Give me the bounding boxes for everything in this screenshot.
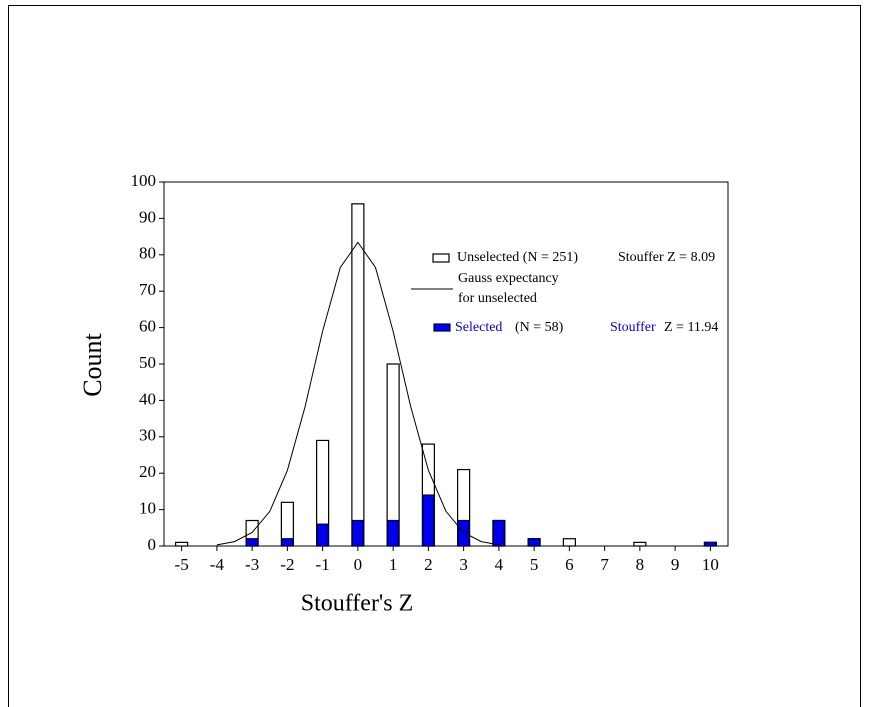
y-tick-label: 20 [139, 462, 156, 481]
x-tick-label: 0 [354, 555, 363, 574]
gauss-curve [216, 241, 499, 546]
legend-label: Unselected (N = 251) [457, 250, 578, 265]
bar [387, 519, 400, 547]
x-tick-label: 10 [702, 555, 719, 574]
legend-stat-name: Stouffer [610, 320, 656, 335]
legend-stat: Stouffer Z = 8.09 [618, 250, 715, 265]
legend-stat: Z = 11.94 [664, 320, 718, 335]
bar [351, 203, 365, 547]
bar [528, 538, 541, 547]
x-tick-label: 7 [600, 555, 609, 574]
x-tick-label: 4 [495, 555, 504, 574]
x-tick-label: -5 [175, 555, 189, 574]
x-tick-label: 5 [530, 555, 539, 574]
legend-label: Gauss expectancy [458, 271, 559, 286]
bar [562, 538, 576, 547]
bar [175, 541, 189, 547]
plot-frame [163, 181, 729, 547]
y-tick-label: 70 [139, 280, 156, 299]
x-tick-label: 6 [565, 555, 574, 574]
x-tick-label: 8 [636, 555, 645, 574]
bar [492, 519, 505, 547]
y-tick-label: 60 [139, 317, 156, 336]
y-tick-label: 80 [139, 244, 156, 263]
x-tick-label: -3 [245, 555, 259, 574]
y-axis-label: Count [78, 332, 107, 396]
y-tick-label: 50 [139, 353, 156, 372]
y-tick-label: 10 [139, 499, 156, 518]
bar [281, 538, 294, 547]
legend-label: Selected [455, 320, 502, 335]
y-tick-label: 40 [139, 389, 156, 408]
legend-count: (N = 58) [515, 320, 564, 335]
bar [246, 538, 259, 547]
x-tick-label: -4 [210, 555, 225, 574]
x-tick-label: 1 [389, 555, 398, 574]
legend-swatch [432, 253, 450, 263]
legend-label: for unselected [458, 291, 537, 306]
x-tick-label: -2 [280, 555, 294, 574]
bar [704, 541, 717, 547]
y-tick-label: 100 [131, 171, 157, 190]
bar [457, 519, 470, 547]
bar [386, 363, 400, 547]
x-tick-label: 2 [424, 555, 433, 574]
y-tick-label: 0 [148, 535, 157, 554]
bar [422, 494, 435, 547]
y-tick-label: 90 [139, 207, 156, 226]
x-tick-label: 3 [459, 555, 468, 574]
y-tick-label: 30 [139, 426, 156, 445]
x-axis-label: Stouffer's Z [301, 591, 414, 617]
bar [351, 519, 364, 547]
x-tick-label: 9 [671, 555, 680, 574]
bar [316, 523, 329, 547]
frame [8, 5, 861, 707]
bar [633, 541, 647, 547]
legend-swatch [433, 323, 451, 332]
x-tick-label: -1 [316, 555, 330, 574]
